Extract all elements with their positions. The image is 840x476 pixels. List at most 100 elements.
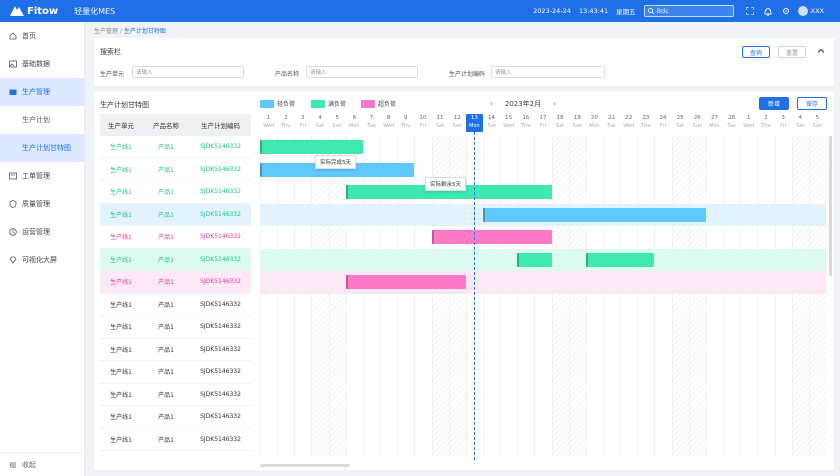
day-header-cell: 23 Thu <box>637 114 654 132</box>
sidebar-subitem-plan[interactable]: 生产计划 <box>22 116 50 124</box>
day-column <box>482 136 500 456</box>
collapse-panel-icon[interactable] <box>816 46 828 58</box>
horizontal-scrollbar[interactable] <box>260 464 350 467</box>
cell-product: 产品1 <box>158 166 174 174</box>
bell-icon[interactable] <box>762 5 774 17</box>
table-row[interactable]: 生产线1 产品1 SJDK5146332 <box>100 248 251 271</box>
day-header-cell: 11 Sat <box>432 114 449 132</box>
day-weekday: Tue <box>367 123 376 129</box>
day-column <box>345 136 363 456</box>
day-weekday: Sun <box>332 123 342 129</box>
table-row[interactable]: 生产线1 产品1 SJDK5146332 <box>100 406 251 429</box>
day-weekday: Fri <box>539 123 546 129</box>
save-button[interactable]: 保存 <box>797 97 827 110</box>
prev-month-button[interactable]: ‹ <box>490 100 493 108</box>
sidebar-subitem-gantt[interactable]: 生产计划甘特图 <box>0 134 84 162</box>
day-number: 9 <box>404 115 408 121</box>
day-header-cell: 14 Tue <box>483 114 500 132</box>
day-number: 25 <box>676 115 684 121</box>
day-number: 20 <box>590 115 598 121</box>
table-row[interactable]: 生产线1 产品1 SJDK5146332 <box>100 271 251 294</box>
day-column <box>294 136 311 456</box>
add-button[interactable]: 新增 <box>759 97 789 110</box>
day-weekday: Fri <box>299 123 306 129</box>
table-row[interactable]: 生产线1 产品1 SJDK5146332 <box>100 384 251 406</box>
unit-input[interactable]: 请输入 <box>132 66 244 78</box>
cell-code: SJDK5146332 <box>200 323 241 331</box>
product-input[interactable]: 请输入 <box>306 66 418 78</box>
day-number: 1 <box>266 115 271 121</box>
sidebar-item-operation[interactable]: 运营管理 <box>0 218 84 246</box>
sidebar-item-dashboard[interactable]: 可视化大屏 <box>0 246 84 274</box>
table-row[interactable]: 生产线1 产品1 SJDK5146332 <box>100 136 251 159</box>
day-number: 4 <box>318 115 322 121</box>
day-header-cell: 4 Sat <box>792 114 809 132</box>
day-column <box>534 136 551 456</box>
day-number: 15 <box>505 115 513 121</box>
cell-unit: 生产线1 <box>110 391 132 399</box>
sidebar-item-quality[interactable]: 质量管理 <box>0 190 84 218</box>
vertical-scrollbar[interactable] <box>829 136 832 276</box>
task-bar[interactable] <box>585 252 655 267</box>
cell-unit: 生产线1 <box>110 189 132 197</box>
app-title: 轻量化MES <box>74 6 116 16</box>
breadcrumb-current: 生产计划甘特图 <box>123 28 166 35</box>
day-column <box>585 136 603 456</box>
reset-button[interactable]: 重置 <box>778 46 806 58</box>
settings-icon[interactable] <box>780 5 792 17</box>
task-bar[interactable] <box>345 275 466 289</box>
day-weekday: Fri <box>660 123 666 129</box>
sidebar-item-label: 工单管理 <box>22 172 50 180</box>
day-number: 22 <box>625 115 633 121</box>
cell-code: SJDK5146332 <box>200 210 241 218</box>
cell-unit: 生产线1 <box>110 346 132 354</box>
breadcrumb-parent[interactable]: 生产管理 <box>94 28 119 35</box>
day-weekday: Sun <box>692 123 703 129</box>
progress-tooltip: 实际剩余5天 <box>425 177 466 191</box>
next-month-button[interactable]: › <box>553 100 556 108</box>
sidebar-item-production[interactable]: 生产管理 <box>0 78 84 106</box>
day-column <box>740 136 757 456</box>
sidebar-item-home[interactable]: 首页 <box>0 22 84 50</box>
global-search-input[interactable]: Bdc <box>643 5 734 17</box>
day-column <box>380 136 397 456</box>
day-column <box>723 136 740 456</box>
query-button[interactable]: 查询 <box>742 46 770 58</box>
plan-code-input[interactable]: 请输入 <box>491 66 605 78</box>
task-bar[interactable] <box>517 252 552 267</box>
task-bar[interactable] <box>482 207 706 222</box>
task-bar[interactable] <box>260 162 415 177</box>
table-row[interactable]: 生产线1 产品1 SJDK5146332 <box>100 159 251 181</box>
day-column <box>362 136 380 456</box>
sidebar-collapse-button[interactable]: 收起 <box>0 452 85 476</box>
day-weekday: Fri <box>419 123 426 129</box>
task-bar[interactable] <box>431 230 552 244</box>
table-row[interactable]: 生产线1 产品1 SJDK5146332 <box>100 339 251 361</box>
gantt-panel: 生产计划甘特图 轻负荷 满负荷 超负荷 ‹ 2023年2月 › 新增 保存 生产… <box>94 92 834 470</box>
time-text: 13:43:41 <box>578 7 609 15</box>
fullscreen-icon[interactable] <box>744 5 756 17</box>
table-row[interactable]: 生产线1 产品1 SJDK5146332 <box>100 429 251 451</box>
day-weekday: Wed <box>263 123 275 129</box>
task-bar[interactable] <box>260 140 363 154</box>
cell-unit: 生产线1 <box>110 166 132 174</box>
day-header-cell: 16 Thu <box>517 114 534 132</box>
cell-product: 产品1 <box>158 324 174 332</box>
table-row[interactable]: 生产线1 产品1 SJDK5146332 <box>100 294 251 316</box>
sidebar-item-basic-data[interactable]: 基础数据 <box>0 50 84 78</box>
sidebar-item-workorder[interactable]: 工单管理 <box>0 162 84 190</box>
day-header-cell: 7 Tue <box>363 114 380 132</box>
date-text: 2023-24-24 <box>533 7 571 15</box>
table-row[interactable]: 生产线1 产品1 SJDK5146332 <box>100 226 251 249</box>
table-row[interactable]: 生产线1 产品1 SJDK5146332 <box>100 316 251 339</box>
cell-product: 产品1 <box>158 436 174 444</box>
task-bar[interactable] <box>345 185 552 199</box>
sidebar-item-label: 运营管理 <box>22 228 50 236</box>
user-menu[interactable]: XXX <box>797 6 832 16</box>
day-header-cell: 26 Sun <box>689 114 706 132</box>
cell-unit: 生产线1 <box>110 234 132 242</box>
table-row[interactable]: 生产线1 产品1 SJDK5146332 <box>100 181 251 204</box>
cell-product: 产品1 <box>158 189 174 197</box>
table-row[interactable]: 生产线1 产品1 SJDK5146332 <box>100 361 251 384</box>
table-row[interactable]: 生产线1 产品1 SJDK5146332 <box>100 203 251 226</box>
